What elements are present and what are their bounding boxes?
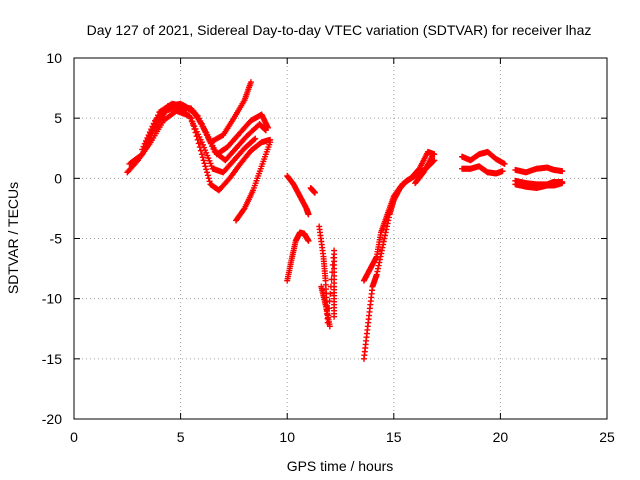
y-tick-label: 5 [54, 110, 62, 126]
data-point [206, 178, 213, 185]
data-point [192, 129, 199, 136]
data-point [197, 147, 204, 154]
series-arc-i [307, 184, 318, 196]
x-tick-label: 10 [279, 429, 295, 445]
data-point [204, 172, 211, 179]
series-arc-k [318, 283, 333, 330]
data-point [143, 137, 150, 144]
data-point [137, 152, 144, 159]
x-axis-label: GPS time / hours [287, 458, 394, 474]
series-arc-d [139, 100, 272, 158]
data-point [265, 124, 272, 131]
y-axis-label: SDTVAR / TECUs [5, 182, 21, 294]
series-arc-q [512, 164, 566, 176]
y-tick-label: -5 [50, 231, 63, 247]
data-point [559, 180, 566, 187]
data-point [140, 143, 147, 150]
series-arc-p [459, 163, 506, 177]
data-point [188, 115, 195, 122]
y-tick-label: -10 [42, 291, 62, 307]
data-point [195, 140, 202, 147]
data-point [141, 140, 148, 147]
data-point [193, 133, 200, 140]
data-point [145, 132, 152, 139]
data-point [144, 134, 151, 141]
data-point [327, 290, 334, 297]
series-arc-g [284, 172, 312, 218]
y-tick-label: 0 [54, 170, 62, 186]
data-point [202, 163, 209, 170]
data-point [196, 144, 203, 151]
y-tick-label: 10 [46, 50, 62, 66]
data-point [205, 175, 212, 182]
data-point [150, 120, 157, 127]
data-point [200, 157, 207, 164]
data-point [203, 166, 210, 173]
data-point [240, 206, 247, 213]
data-point [326, 323, 333, 330]
data-point [305, 237, 312, 244]
data-point [559, 168, 566, 175]
series-arc-n [412, 153, 436, 187]
data-point [139, 146, 146, 153]
series-arc-s [512, 180, 566, 191]
data-point [194, 136, 201, 143]
tick-labels: 0 5 10 15 20 25 10 5 0 -5 -10 -15 -20 [42, 50, 615, 445]
data-point [201, 160, 208, 167]
data-point [311, 189, 318, 196]
chart-title: Day 127 of 2021, Sidereal Day-to-day VTE… [87, 22, 592, 38]
series-arc-h [284, 229, 312, 284]
data-point [198, 151, 205, 158]
data-point [191, 125, 198, 132]
data-point [189, 118, 196, 125]
y-tick-label: -15 [42, 351, 62, 367]
data-point [247, 79, 254, 86]
data-point [267, 139, 274, 146]
axis-ticks [73, 57, 608, 420]
data-point [148, 126, 155, 133]
series-arc-m [360, 148, 438, 284]
data-point [204, 169, 211, 176]
plot-frame [73, 57, 608, 420]
series-arc-o [459, 148, 508, 167]
data-point [146, 129, 153, 136]
data-point [199, 154, 206, 161]
data-point [149, 123, 156, 130]
data-points [124, 79, 566, 362]
x-tick-label: 5 [177, 429, 185, 445]
data-point [501, 160, 508, 167]
series-arc-e [177, 105, 274, 194]
y-tick-label: -20 [42, 411, 62, 427]
series-arc-f [233, 139, 274, 224]
x-tick-label: 20 [493, 429, 509, 445]
data-point [251, 136, 258, 143]
data-point [252, 135, 259, 142]
x-tick-label: 25 [599, 429, 615, 445]
grid-lines [74, 58, 607, 419]
data-point [187, 114, 194, 121]
x-tick-label: 0 [70, 429, 78, 445]
data-point [331, 313, 338, 320]
data-point [429, 153, 436, 160]
data-point [499, 168, 506, 175]
series-arc-j [316, 223, 338, 326]
x-tick-label: 15 [386, 429, 402, 445]
data-point [190, 122, 197, 129]
data-point [305, 211, 312, 218]
